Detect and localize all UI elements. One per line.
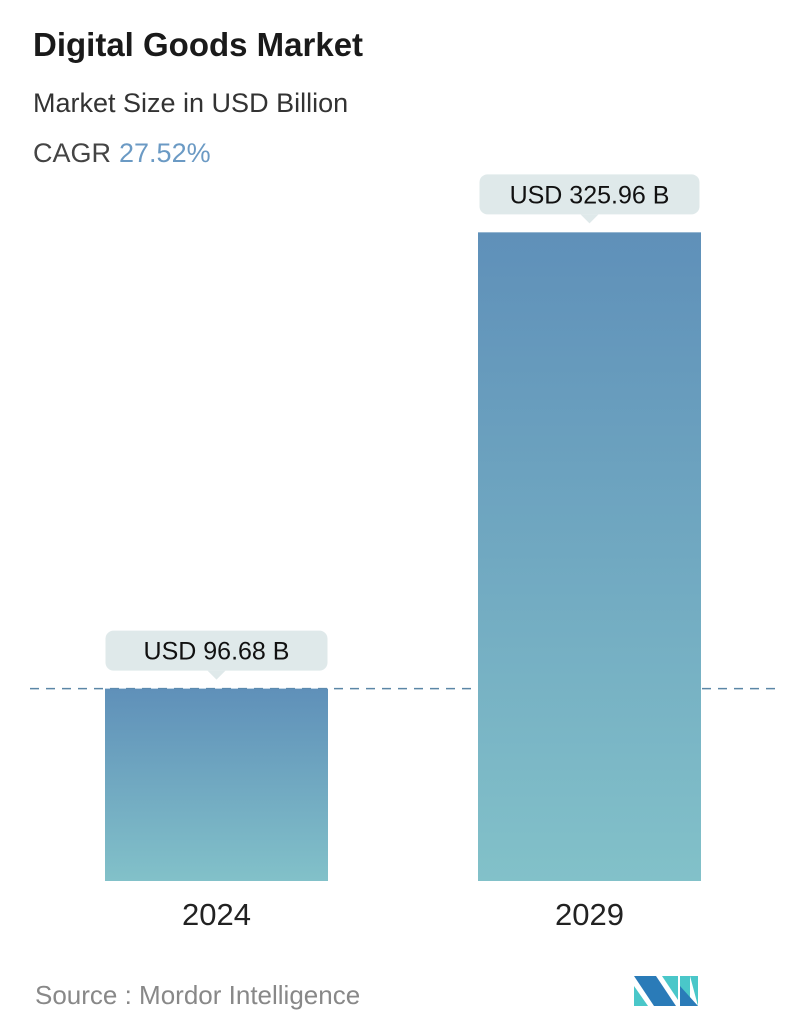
source-text: Source : Mordor Intelligence bbox=[35, 980, 361, 1010]
data-label-pointer bbox=[207, 670, 226, 680]
bar-2029 bbox=[478, 232, 701, 881]
data-label: USD 325.96 B bbox=[510, 181, 670, 209]
x-tick-label: 2029 bbox=[555, 897, 624, 932]
bar-2024 bbox=[105, 688, 328, 881]
logo bbox=[634, 976, 698, 1006]
chart-title: Digital Goods Market bbox=[33, 26, 364, 63]
chart-subtitle: Market Size in USD Billion bbox=[33, 88, 349, 118]
x-tick-label: 2024 bbox=[182, 897, 251, 932]
cagr: CAGR 27.52% bbox=[33, 138, 211, 169]
cagr-label: CAGR bbox=[33, 138, 112, 168]
cagr-value: 27.52% bbox=[119, 138, 211, 168]
data-label-pointer bbox=[580, 214, 599, 224]
data-label-bg bbox=[105, 630, 328, 671]
data-label: USD 96.68 B bbox=[144, 638, 290, 666]
data-label-bg bbox=[479, 174, 700, 215]
